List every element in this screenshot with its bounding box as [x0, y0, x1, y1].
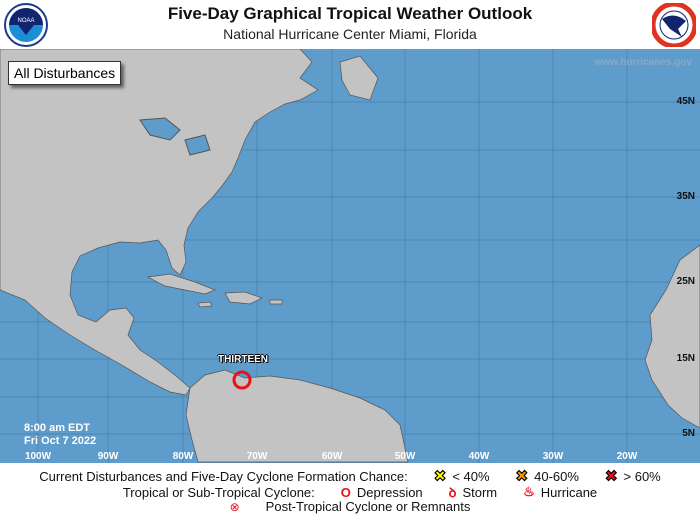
storm-icon: ꝺ — [448, 485, 457, 500]
page-title: Five-Day Graphical Tropical Weather Outl… — [167, 4, 533, 23]
depression-symbol-thirteen[interactable] — [232, 370, 252, 390]
land — [0, 49, 700, 463]
noaa-logo: NOAA — [4, 3, 48, 47]
great-lakes — [139, 117, 211, 156]
jamaica — [197, 301, 213, 308]
hurricane-icon: ♨ — [523, 484, 535, 499]
lon-label: 30W — [542, 451, 564, 462]
legend-hurricane: Hurricane — [540, 484, 598, 500]
lon-label: 100W — [24, 451, 52, 462]
legend-post-tropical: Post-Tropical Cyclone or Remnants — [265, 499, 471, 514]
lon-label: 70W — [246, 451, 268, 462]
cuba — [146, 273, 216, 295]
view-label[interactable]: All Disturbances — [8, 61, 122, 85]
lat-label: 5N — [682, 428, 695, 439]
svg-text:NOAA: NOAA — [17, 18, 34, 24]
newfoundland — [339, 55, 379, 101]
website-watermark: www.hurricanes.gov — [594, 57, 692, 68]
lon-label: 90W — [97, 451, 119, 462]
issue-date: Fri Oct 7 2022 — [24, 435, 97, 447]
lat-label: 15N — [676, 353, 695, 364]
lon-label: 50W — [394, 451, 416, 462]
south-america — [185, 369, 409, 463]
lon-label: 40W — [468, 451, 490, 462]
lat-label: 45N — [676, 96, 695, 107]
system-label-thirteen: THIRTEEN — [218, 354, 268, 365]
x-high-icon: ✖ — [604, 468, 618, 486]
formation-high: > 60% — [623, 468, 661, 484]
lat-label: 25N — [676, 276, 695, 287]
depression-icon: O — [340, 484, 351, 500]
lon-label: 60W — [321, 451, 343, 462]
page-subtitle: National Hurricane Center Miami, Florida — [223, 26, 477, 42]
header: NOAA Five-Day Graphical Tropical Weather… — [0, 0, 700, 49]
lon-label: 80W — [172, 451, 194, 462]
formation-medium: 40-60% — [534, 468, 579, 484]
lat-label: 35N — [676, 191, 695, 202]
issue-time: 8:00 am EDT — [24, 422, 91, 434]
africa — [644, 244, 700, 429]
post-tropical-icon: ⊗ — [229, 499, 240, 514]
outlook-map[interactable] — [0, 49, 700, 463]
x-low-icon: ✖ — [433, 468, 447, 486]
cyclone-label: Tropical or Sub-Tropical Cyclone: — [122, 484, 315, 500]
lon-label: 20W — [616, 451, 638, 462]
legend-depression: Depression — [356, 484, 423, 500]
x-medium-icon: ✖ — [515, 468, 529, 486]
nws-logo — [652, 3, 696, 47]
north-america — [0, 49, 319, 396]
formation-label: Current Disturbances and Five-Day Cyclon… — [39, 468, 408, 484]
puerto-rico — [269, 299, 283, 305]
hispaniola — [224, 291, 263, 305]
legend-storm: Storm — [462, 484, 498, 500]
formation-low: < 40% — [452, 468, 490, 484]
